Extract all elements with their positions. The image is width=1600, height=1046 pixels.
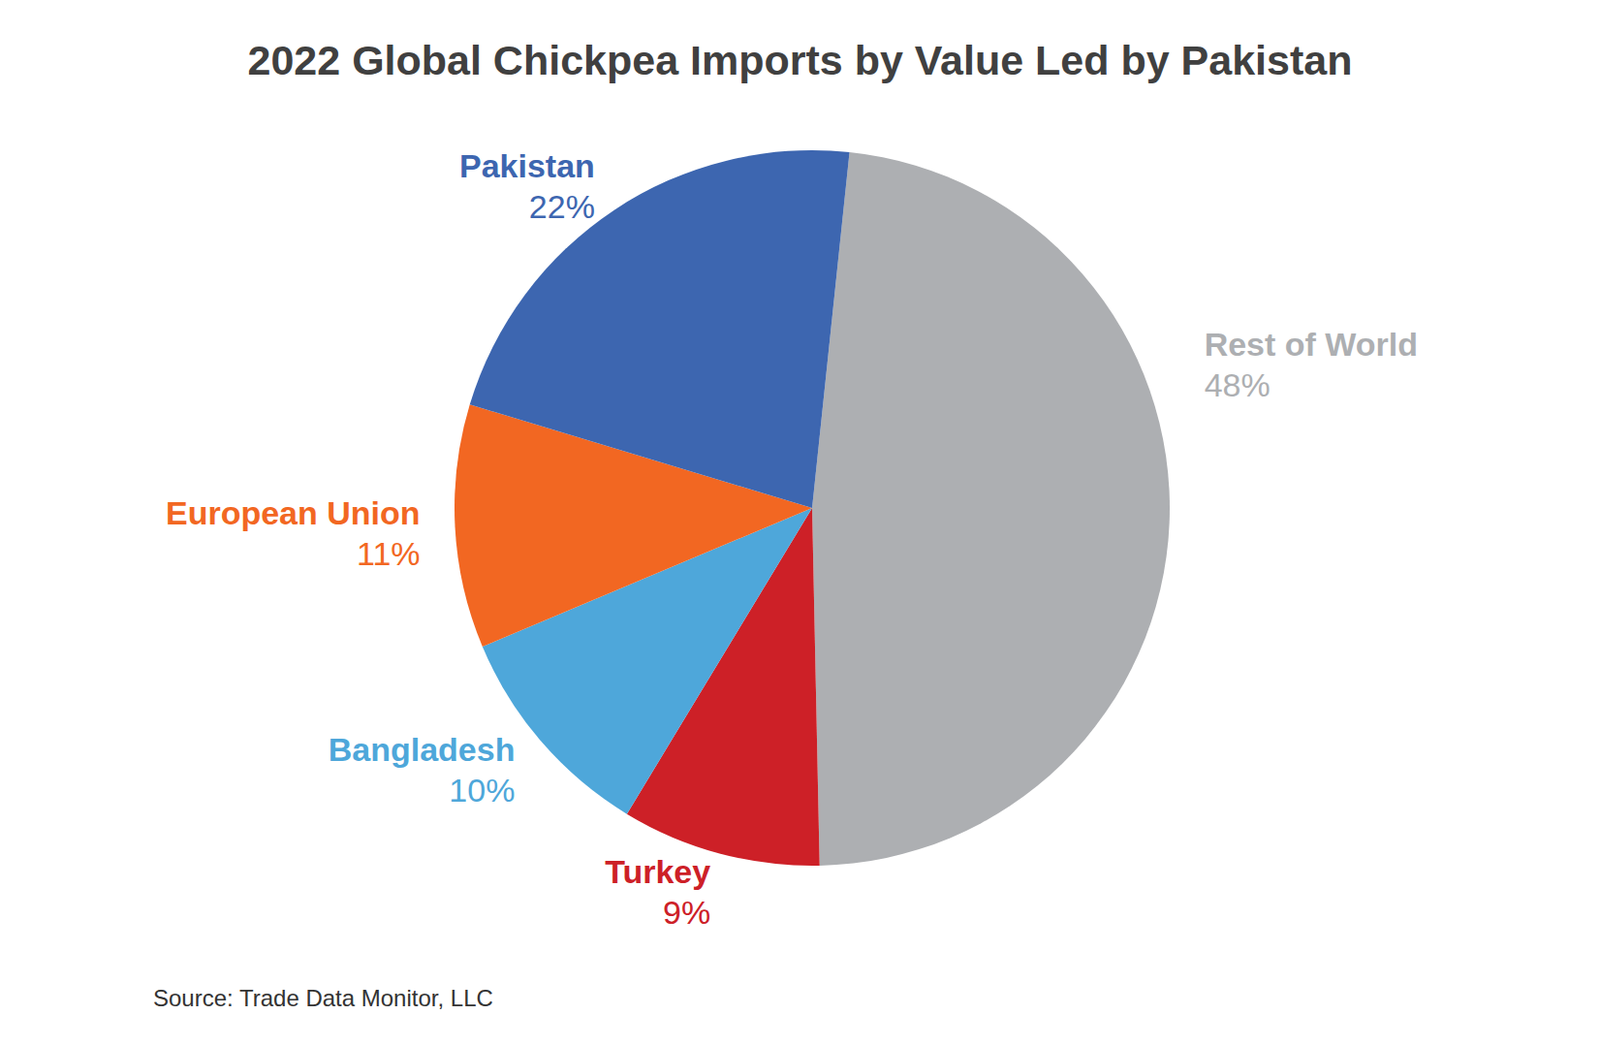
- html-text:Source: Trade Data Monitor, LL: Source: Trade Data Monitor, LLC: [153, 984, 494, 1011]
- svg-text:Rest of World48%: Rest of World48%: [1204, 325, 1418, 404]
- html-text:2022 Global Chickpea Imports b: 2022 Global Chickpea Imports by Value Le…: [247, 36, 1353, 84]
- svg-text:Bangladesh10%: Bangladesh10%: [328, 730, 516, 809]
- svg-text:European Union11%: European Union11%: [165, 494, 421, 572]
- svg-text:Turkey9%: Turkey9%: [604, 852, 711, 931]
- svg-text:Pakistan22%: Pakistan22%: [459, 147, 596, 225]
